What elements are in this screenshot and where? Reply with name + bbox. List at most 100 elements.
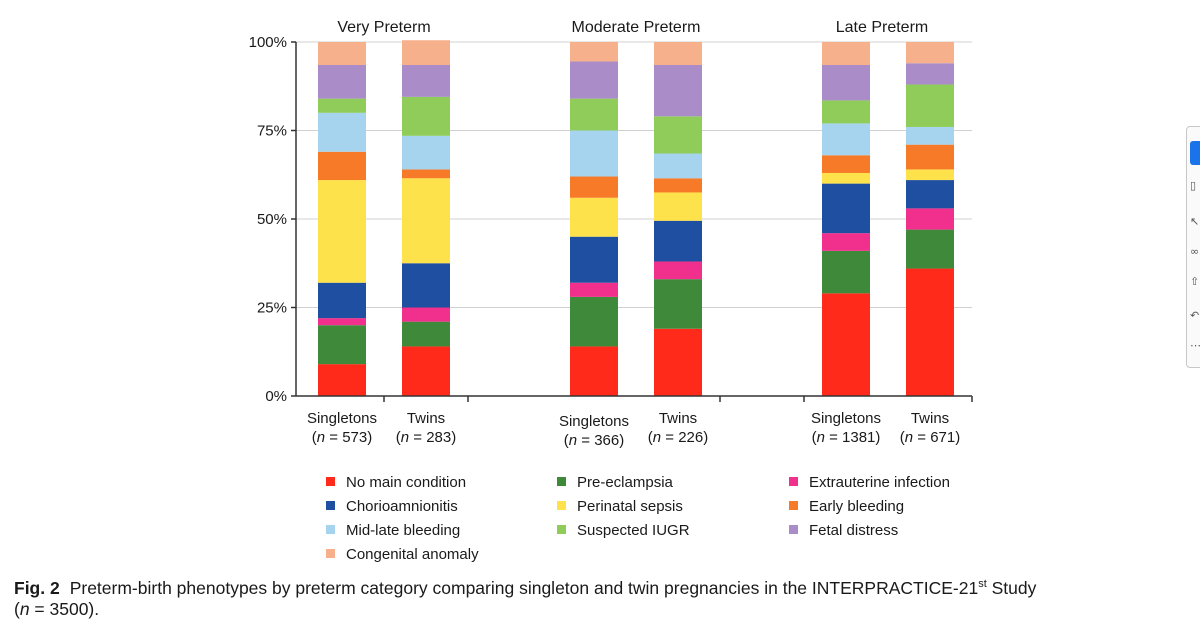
x-tick-labels: Singletons(n = 573)Twins(n = 283)Singlet…: [307, 410, 960, 449]
legend: No main condition Pre-eclampsia Extrauteri…: [326, 474, 950, 563]
n-value: = 573): [325, 429, 372, 446]
bar-segment: [402, 307, 450, 322]
bar-segment: [654, 116, 702, 154]
n-value: = 283): [409, 429, 456, 446]
bar-segment: [318, 65, 366, 99]
bar-segment: [654, 153, 702, 179]
x-tick-sublabel: (n = 1381): [812, 429, 881, 446]
legend-label: Mid-late bleeding: [346, 522, 460, 539]
caption-superscript: st: [978, 578, 987, 590]
legend-label: Suspected IUGR: [577, 522, 690, 539]
bar-segment: [570, 176, 618, 198]
legend-label: No main condition: [346, 474, 466, 491]
n-variable: n: [905, 429, 913, 446]
bar-segment: [402, 263, 450, 308]
legend-label: Fetal distress: [809, 522, 898, 539]
n-paren: (: [396, 429, 401, 446]
y-tick-labels: 0% 25% 50% 75% 100%: [249, 34, 287, 405]
bar-segment: [654, 178, 702, 193]
legend-swatch: [557, 525, 566, 534]
bar-segment: [318, 151, 366, 181]
y-tick-label: 0%: [265, 388, 287, 405]
caption-n-rest: = 3500).: [29, 598, 100, 619]
legend-swatch: [789, 525, 798, 534]
y-tick-label: 75%: [257, 123, 287, 140]
bar-segment: [318, 364, 366, 396]
bar-segment: [402, 96, 450, 136]
pointer-icon[interactable]: ↖: [1190, 215, 1200, 228]
stacked-bar-chart: 0% 25% 50% 75% 100% Very Preterm Moderate Pre…: [249, 19, 973, 563]
copy-icon[interactable]: ▯: [1190, 179, 1197, 192]
bar-segment: [822, 172, 870, 184]
bar-segment: [906, 84, 954, 127]
x-tick-label: Singletons: [307, 410, 377, 427]
figure-label: Fig. 2: [14, 577, 60, 598]
legend-swatch: [326, 525, 335, 534]
legend-swatch: [326, 477, 335, 486]
bar-segment: [822, 155, 870, 173]
caption-text-after: Study: [986, 577, 1037, 598]
bar-segment: [654, 220, 702, 262]
bar-segment: [822, 42, 870, 66]
bar-segment: [570, 346, 618, 396]
bar-segment: [906, 169, 954, 181]
bar-segment: [402, 135, 450, 170]
legend-label: Congenital anomaly: [346, 546, 479, 563]
legend-label: Chorioamnionitis: [346, 498, 458, 515]
bar-segment: [654, 328, 702, 396]
x-tick-sublabel: (n = 226): [648, 429, 708, 446]
bar-segment: [822, 250, 870, 294]
bar-segment: [318, 180, 366, 283]
bar-segment: [822, 183, 870, 234]
share-icon[interactable]: ⇧: [1190, 275, 1200, 288]
bar-segment: [318, 282, 366, 319]
legend-swatch: [326, 501, 335, 510]
select-icon[interactable]: [1190, 141, 1200, 165]
bar-segment: [402, 40, 450, 66]
bar-segment: [906, 268, 954, 396]
bar-segment: [906, 144, 954, 170]
caption-n-open: (: [14, 598, 20, 619]
group-title: Late Preterm: [836, 19, 928, 36]
bar-segment: [570, 130, 618, 177]
side-toolbar: ▯ ↖ ∞ ⇧ ↶ ⋯: [1186, 126, 1200, 368]
x-tick-label: Singletons: [559, 413, 629, 430]
bar-segment: [822, 100, 870, 124]
bar-segment: [906, 63, 954, 85]
bar-segments: [318, 40, 954, 396]
axes: [291, 41, 973, 402]
bar-segment: [654, 261, 702, 280]
n-variable: n: [401, 429, 409, 446]
n-variable: n: [817, 429, 825, 446]
x-tick-sublabel: (n = 671): [900, 429, 960, 446]
x-tick-label: Twins: [407, 410, 445, 427]
bar-segment: [654, 279, 702, 329]
bar-segment: [822, 233, 870, 251]
link-icon[interactable]: ∞: [1190, 245, 1200, 258]
y-tick-label: 100%: [249, 34, 287, 51]
caption-text: Preterm-birth phenotypes by preterm cate…: [69, 577, 979, 598]
bar-segment: [318, 112, 366, 152]
bar-segment: [906, 180, 954, 209]
bar-segment: [906, 208, 954, 230]
n-value: = 1381): [825, 429, 880, 446]
n-paren: (: [564, 432, 569, 449]
bar-segment: [570, 296, 618, 347]
bar-segment: [318, 325, 366, 365]
bar-segment: [822, 65, 870, 101]
n-paren: (: [648, 429, 653, 446]
bar-segment: [654, 65, 702, 117]
group-titles: Very Preterm Moderate Preterm Late Preterm: [337, 19, 928, 36]
more-icon[interactable]: ⋯: [1190, 339, 1200, 352]
bar-segment: [570, 42, 618, 62]
n-variable: n: [317, 429, 325, 446]
undo-icon[interactable]: ↶: [1190, 309, 1200, 322]
bar-segment: [906, 42, 954, 64]
group-title: Very Preterm: [337, 19, 430, 36]
bar-segment: [570, 282, 618, 297]
bar-segment: [318, 318, 366, 326]
n-paren: (: [812, 429, 817, 446]
y-tick-label: 25%: [257, 300, 287, 317]
n-variable: n: [569, 432, 577, 449]
x-tick-label: Twins: [911, 410, 949, 427]
